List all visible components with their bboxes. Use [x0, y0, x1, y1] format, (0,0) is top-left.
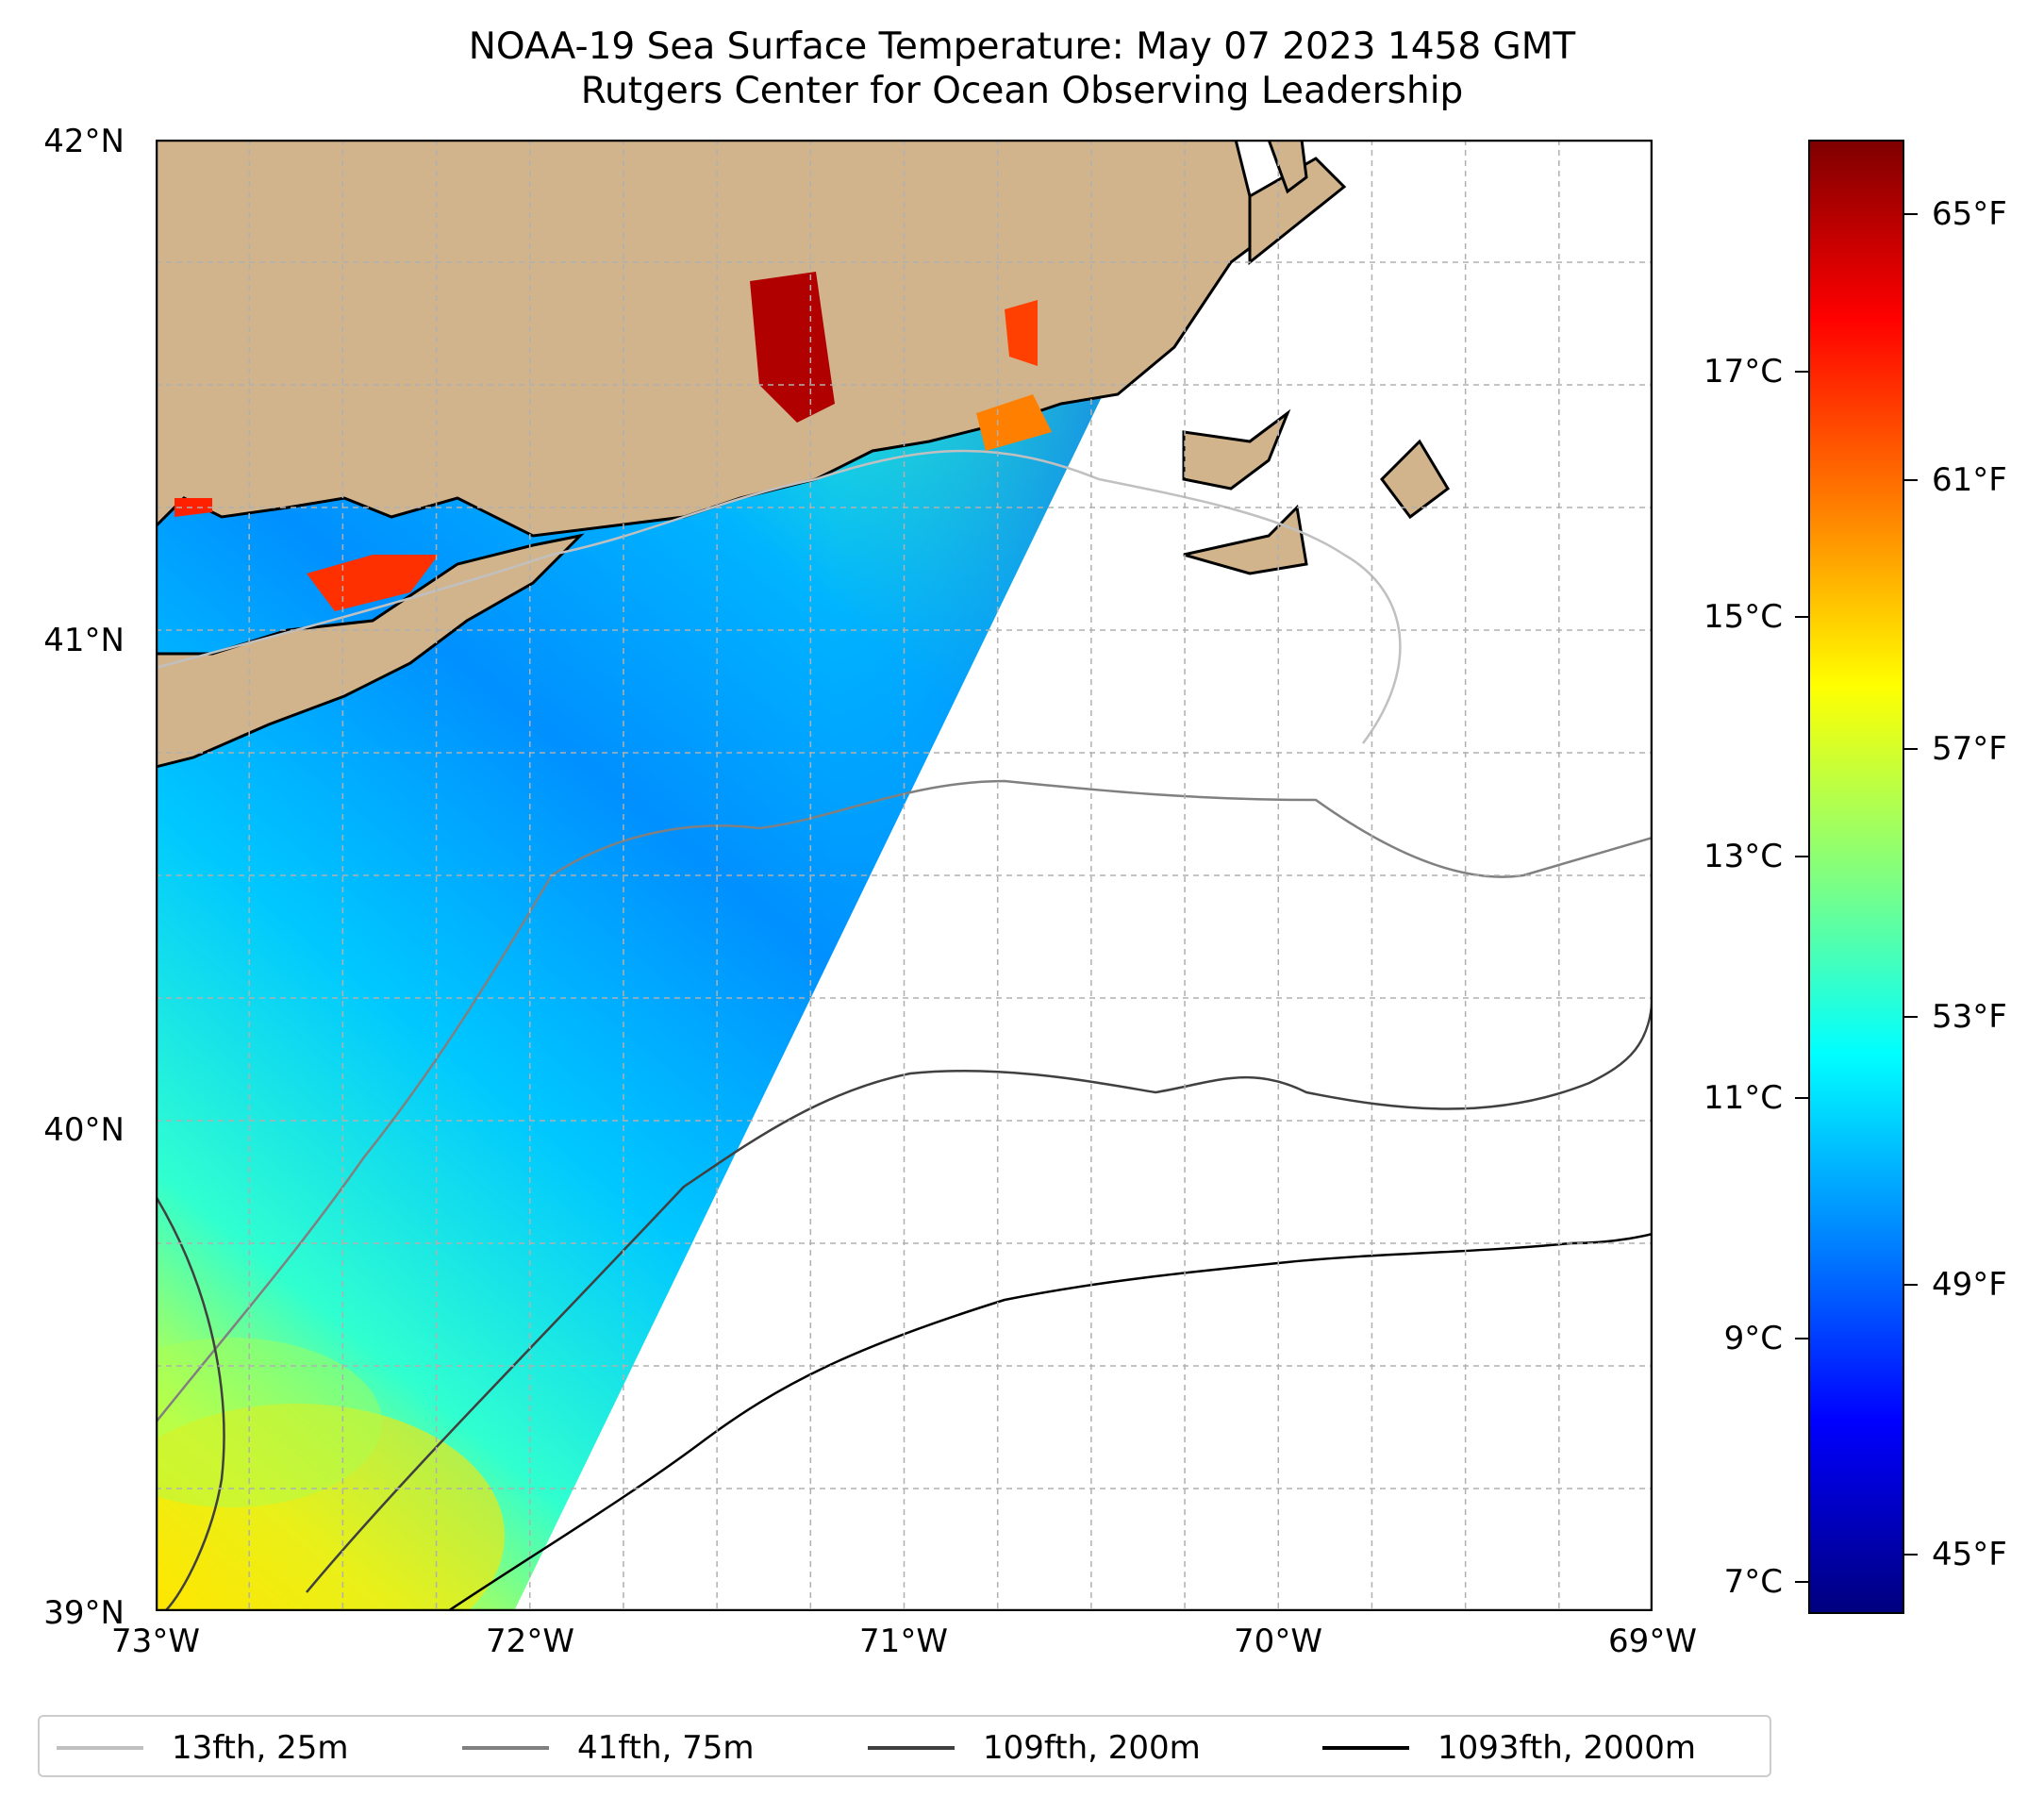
title-line-1: NOAA-19 Sea Surface Temperature: May 07 … — [468, 25, 1576, 68]
legend-swatch — [868, 1746, 955, 1750]
land-areas — [156, 140, 1450, 769]
lat-tick-label: 40°N — [43, 1111, 125, 1149]
lat-tick-label: 39°N — [43, 1594, 125, 1632]
fahrenheit-tick-label: 45°F — [1932, 1536, 2007, 1573]
celsius-tick-label: 13°C — [1703, 838, 1783, 875]
legend-swatch — [57, 1746, 143, 1750]
lon-tick-label: 69°W — [1608, 1622, 1697, 1660]
celsius-tick-label: 7°C — [1723, 1563, 1783, 1601]
cb-tick-mark — [1795, 1097, 1808, 1099]
cb-tick-mark — [1904, 1016, 1918, 1018]
legend-swatch — [462, 1746, 549, 1750]
map-frame — [156, 140, 1653, 1611]
isobath-legend: 13fth, 25m 41fth, 75m 109fth, 200m 1093f… — [38, 1715, 1771, 1777]
legend-label: 1093fth, 2000m — [1437, 1729, 1697, 1767]
cb-tick-mark — [1795, 371, 1808, 373]
cb-tick-mark — [1795, 856, 1808, 857]
lon-tick-label: 70°W — [1234, 1622, 1322, 1660]
legend-swatch — [1322, 1746, 1409, 1750]
celsius-tick-label: 15°C — [1703, 598, 1783, 636]
lon-tick-label: 72°W — [486, 1622, 574, 1660]
legend-label: 109fth, 200m — [983, 1729, 1201, 1767]
chart-title: NOAA-19 Sea Surface Temperature: May 07 … — [0, 25, 2044, 113]
cb-tick-mark — [1795, 616, 1808, 618]
grid-lines — [156, 140, 1653, 1611]
celsius-tick-label: 9°C — [1723, 1320, 1783, 1357]
cb-tick-mark — [1904, 213, 1918, 215]
fahrenheit-tick-label: 57°F — [1932, 730, 2007, 768]
fahrenheit-tick-label: 65°F — [1932, 195, 2007, 233]
fahrenheit-tick-label: 49°F — [1932, 1266, 2007, 1304]
cb-tick-mark — [1904, 748, 1918, 750]
title-line-2: Rutgers Center for Ocean Observing Leade… — [580, 70, 1464, 112]
cb-tick-mark — [1795, 1581, 1808, 1583]
colorbar — [1808, 140, 1904, 1614]
legend-label: 41fth, 75m — [577, 1729, 755, 1767]
fahrenheit-tick-label: 61°F — [1932, 461, 2007, 499]
lon-tick-label: 71°W — [859, 1622, 948, 1660]
lat-tick-label: 41°N — [43, 622, 125, 659]
isobath-lines — [156, 449, 1653, 1611]
cb-tick-mark — [1795, 1338, 1808, 1339]
celsius-tick-label: 11°C — [1703, 1079, 1783, 1117]
lon-tick-label: 73°W — [111, 1622, 200, 1660]
cb-tick-mark — [1904, 479, 1918, 481]
cb-tick-mark — [1904, 1554, 1918, 1556]
cb-tick-mark — [1904, 1284, 1918, 1286]
celsius-tick-label: 17°C — [1703, 353, 1783, 391]
map-canvas — [156, 140, 1653, 1611]
sst-map — [156, 140, 1653, 1611]
legend-label: 13fth, 25m — [172, 1729, 349, 1767]
fahrenheit-tick-label: 53°F — [1932, 998, 2007, 1036]
lat-tick-label: 42°N — [43, 123, 125, 160]
